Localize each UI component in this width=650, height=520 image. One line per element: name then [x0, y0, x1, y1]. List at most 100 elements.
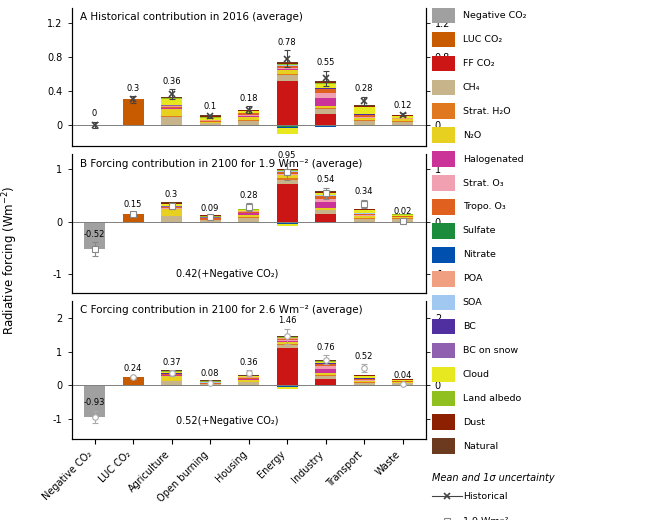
Bar	[354, 117, 375, 118]
Bar	[161, 109, 182, 116]
Text: 0.3: 0.3	[165, 190, 178, 199]
Bar	[315, 84, 336, 88]
Bar	[276, 348, 298, 385]
Bar	[315, 199, 336, 202]
Text: 0.28: 0.28	[355, 84, 373, 94]
Text: BC: BC	[463, 322, 476, 331]
Bar	[238, 210, 259, 211]
Bar	[315, 191, 336, 192]
Bar	[276, 223, 298, 224]
Bar	[276, 184, 298, 222]
Bar	[200, 222, 221, 223]
Bar	[200, 122, 221, 123]
Bar	[122, 99, 144, 125]
Text: 0.78: 0.78	[278, 38, 296, 47]
Text: 0.54: 0.54	[317, 175, 335, 184]
Bar	[276, 127, 298, 135]
Bar	[200, 220, 221, 222]
Text: 0.52(+Negative CO₂): 0.52(+Negative CO₂)	[176, 415, 279, 425]
Bar	[315, 375, 336, 379]
Bar	[238, 380, 259, 382]
Bar	[354, 107, 375, 114]
Text: Natural: Natural	[463, 441, 498, 451]
Bar	[276, 66, 298, 69]
Bar	[354, 218, 375, 222]
Text: 0.24: 0.24	[124, 363, 142, 372]
Text: Land albedo: Land albedo	[463, 394, 521, 403]
Bar	[238, 379, 259, 380]
Bar	[276, 63, 298, 64]
Bar	[276, 75, 298, 81]
Bar	[161, 116, 182, 118]
Text: Radiative forcing (Wm$^{-2}$): Radiative forcing (Wm$^{-2}$)	[0, 185, 20, 335]
Bar	[200, 216, 221, 217]
Bar	[238, 212, 259, 213]
Bar	[354, 118, 375, 120]
Bar	[392, 219, 413, 222]
Bar	[392, 382, 413, 383]
Bar	[315, 202, 336, 207]
Text: 0.37: 0.37	[162, 358, 181, 367]
Bar	[276, 344, 298, 345]
Text: FF CO₂: FF CO₂	[463, 59, 495, 68]
Bar	[161, 381, 182, 385]
Bar	[276, 169, 298, 170]
Bar	[315, 83, 336, 84]
Bar	[354, 382, 375, 383]
Bar	[276, 342, 298, 344]
Bar	[354, 209, 375, 210]
Bar	[161, 118, 182, 125]
Bar	[315, 81, 336, 82]
Bar	[354, 120, 375, 121]
Bar	[392, 122, 413, 125]
Bar	[238, 111, 259, 113]
Text: 0.08: 0.08	[201, 369, 219, 379]
Bar	[276, 339, 298, 341]
Text: 0.34: 0.34	[355, 187, 373, 196]
Bar	[315, 193, 336, 195]
Text: 0.36: 0.36	[162, 77, 181, 86]
Bar	[238, 376, 259, 377]
Text: BC on snow: BC on snow	[463, 346, 518, 355]
Bar	[161, 216, 182, 222]
Bar	[276, 73, 298, 75]
Bar	[84, 222, 105, 249]
Bar	[354, 376, 375, 379]
Bar	[315, 362, 336, 363]
Bar	[354, 381, 375, 382]
Bar	[276, 70, 298, 73]
Text: 0.09: 0.09	[201, 203, 219, 213]
Bar	[238, 213, 259, 215]
Bar	[354, 214, 375, 215]
Text: Historical: Historical	[463, 491, 507, 501]
Text: 0.3: 0.3	[127, 84, 140, 93]
Bar	[161, 203, 182, 204]
Bar	[238, 218, 259, 222]
Bar	[392, 217, 413, 218]
Bar	[238, 113, 259, 115]
Bar	[392, 383, 413, 385]
Text: 0.52: 0.52	[355, 352, 373, 361]
Bar	[315, 82, 336, 83]
Bar	[315, 207, 336, 210]
Bar	[276, 175, 298, 178]
Bar	[238, 215, 259, 217]
Bar	[315, 98, 336, 106]
Bar	[276, 62, 298, 63]
Bar	[354, 121, 375, 125]
Text: 0.12: 0.12	[393, 100, 412, 110]
Bar	[200, 123, 221, 125]
Bar	[315, 369, 336, 373]
Bar	[315, 89, 336, 93]
Text: 0.15: 0.15	[124, 200, 142, 209]
Bar	[84, 385, 105, 417]
Text: A Historical contribution in 2016 (average): A Historical contribution in 2016 (avera…	[81, 12, 304, 22]
Text: 0.76: 0.76	[317, 343, 335, 352]
Bar	[238, 378, 259, 379]
Bar	[276, 174, 298, 175]
Text: N₂O: N₂O	[463, 131, 481, 140]
Bar	[200, 215, 221, 216]
Bar	[200, 218, 221, 219]
Text: 1.46: 1.46	[278, 316, 296, 326]
Text: Nitrate: Nitrate	[463, 250, 496, 259]
